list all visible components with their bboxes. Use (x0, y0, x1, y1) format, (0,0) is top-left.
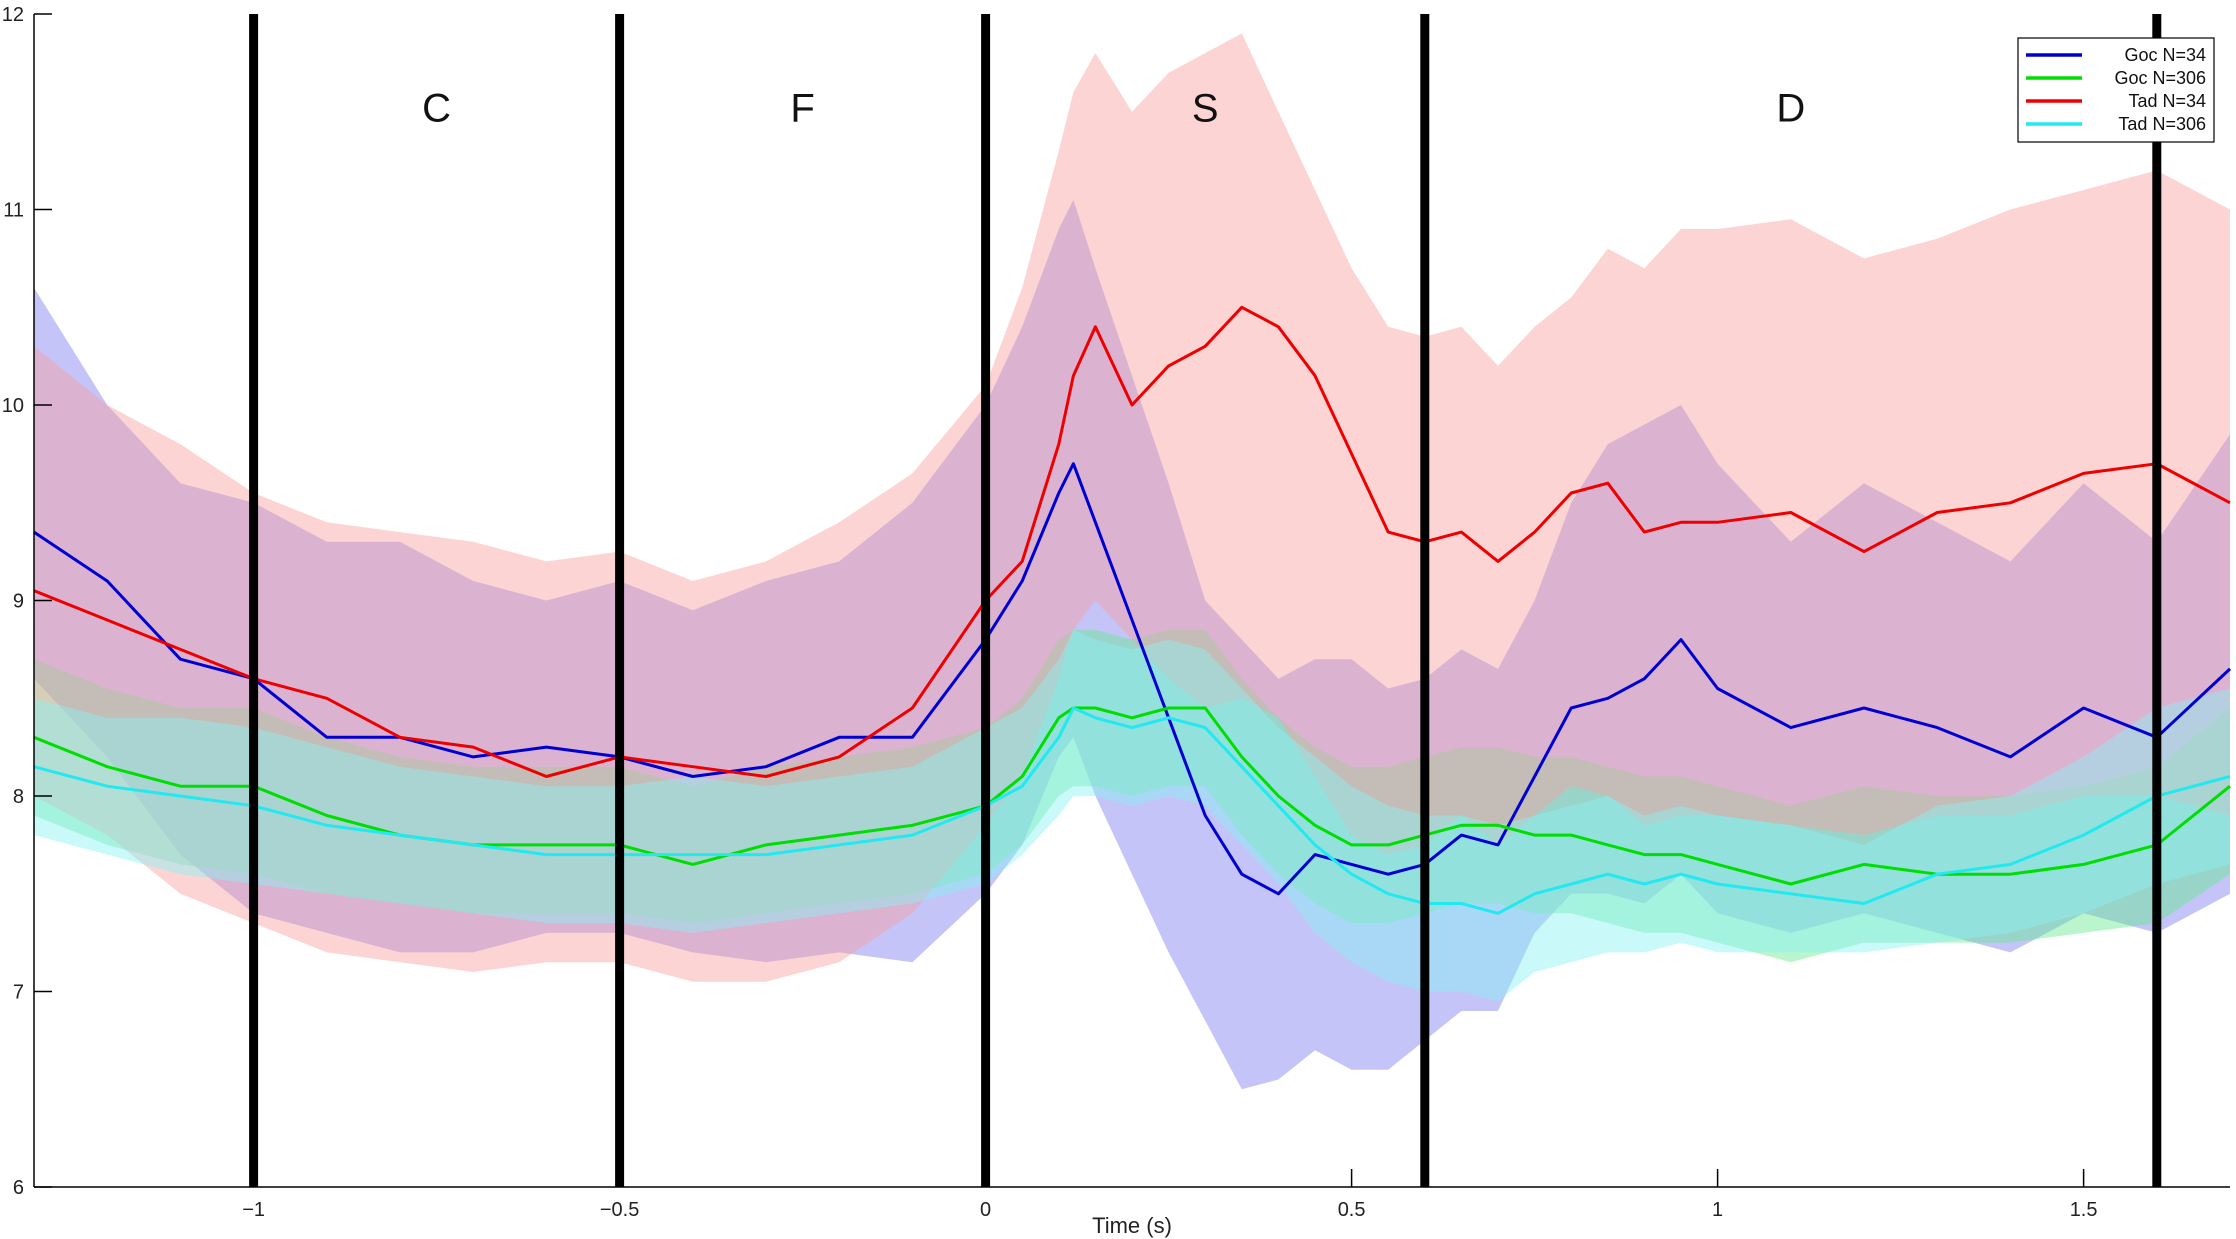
x-tick-label: −1 (242, 1199, 265, 1221)
y-tick-label: 7 (13, 982, 24, 1004)
x-tick-label: 1.5 (2070, 1199, 2098, 1221)
band-2 (34, 629, 2230, 963)
event-lines (249, 14, 2162, 1187)
band-1 (34, 199, 2230, 1090)
confidence-bands (34, 33, 2230, 1090)
phase-label-c: C (422, 87, 451, 131)
x-axis-label: Time (s) (1092, 1213, 1172, 1238)
x-tick-label: 0 (980, 1199, 991, 1221)
series-line-4 (33, 706, 2231, 915)
legend: Goc N=34 Goc N=306 Tad N=34 Tad N=306 (2017, 37, 2215, 143)
legend-entry-3: Tad N=34 (2128, 91, 2206, 111)
y-tick-label: 11 (3, 200, 24, 222)
y-tick-label: 6 (13, 1177, 24, 1199)
x-tick-label: −0.5 (600, 1199, 639, 1221)
legend-entry-1: Goc N=34 (2124, 45, 2206, 65)
phase-label-d: D (1776, 87, 1805, 131)
band-3 (34, 33, 2230, 982)
series-line-2 (33, 706, 2231, 886)
phase-label-s: S (1192, 87, 1219, 131)
y-tick-label: 9 (13, 591, 24, 613)
series-line-1 (33, 462, 2232, 896)
y-tick-label: 12 (2, 4, 24, 26)
y-tick-label: 8 (13, 786, 24, 808)
x-tick-label: 0.5 (1338, 1199, 1366, 1221)
legend-entry-2: Goc N=306 (2114, 68, 2206, 88)
y-tick-label: 10 (2, 395, 24, 417)
x-tick-label: 1 (1712, 1199, 1723, 1221)
series-line-3 (33, 305, 2231, 778)
legend-entry-4: Tad N=306 (2118, 114, 2206, 134)
series-lines (33, 305, 2232, 915)
phase-label-f: F (790, 87, 814, 131)
axes: −1 −0.5 0 0.5 1 1.5 6 7 8 9 10 11 12 (2, 4, 2230, 1221)
band-4 (34, 629, 2230, 1002)
